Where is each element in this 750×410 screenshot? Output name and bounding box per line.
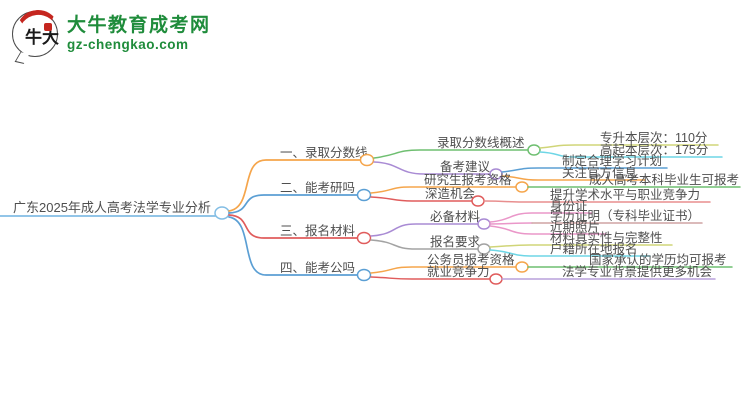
branch3-line <box>228 214 359 239</box>
branch3-sub2-leaf2-label: 户籍所在地报名 <box>550 241 638 256</box>
branch1-sub1-line <box>373 149 529 159</box>
branch1-sub2-circle <box>489 168 503 180</box>
branch3-sub1-circle <box>477 218 491 230</box>
daniu-badge-icon: 大牛 <box>12 7 61 64</box>
branch1-sub1-label: 录取分数线概述 <box>437 135 525 150</box>
branch4-circle <box>356 268 372 282</box>
branch4-sub1-leaf1-label: 国家承认的学历均可报考 <box>589 252 727 267</box>
branch3-sub2-circle <box>477 243 491 255</box>
branch3-sub2-leaf1-label: 材料真实性与完整性 <box>550 230 663 245</box>
branch1-label: 一、录取分数线 <box>280 145 368 160</box>
branch4-sub1-label: 公务员报考资格 <box>427 252 515 267</box>
branch4-line <box>228 216 359 276</box>
branch4-sub2-circle <box>489 273 503 285</box>
root-node-label: 广东2025年成人高考法学专业分析 <box>13 200 211 215</box>
branch1-sub1-leaf2-label: 高起本层次：175分 <box>600 142 708 157</box>
branch1-sub1-leaf1-label: 专升本层次：110分 <box>600 130 707 145</box>
branch4-sub1-circle <box>515 261 529 273</box>
branch2-sub1-leaf1-label: 成人高考本科毕业生可报考 <box>589 172 739 187</box>
branch3-sub2-leaf2-line <box>489 249 651 257</box>
branch2-sub2-leaf1-label: 提升学术水平与职业竞争力 <box>550 187 700 202</box>
badge-text: 大牛 <box>22 28 58 46</box>
branch1-line <box>228 159 361 212</box>
logo-title: 大牛教育成考网 <box>67 15 211 36</box>
branch4-sub1-line <box>370 266 517 274</box>
branch2-sub1-label: 研究生报考资格 <box>424 172 512 187</box>
branch3-circle <box>356 231 372 245</box>
root-node-circle <box>214 206 230 220</box>
branch1-circle <box>359 153 375 167</box>
branch2-label: 二、能考研吗 <box>280 181 355 195</box>
branch3-sub1-line <box>370 223 479 237</box>
branch1-sub2-leaf1-label: 制定合理学习计划 <box>562 153 662 168</box>
branch3-sub1-label: 必备材料 <box>430 210 481 224</box>
branch3-sub1-leaf1-label: 身份证 <box>550 198 588 213</box>
branch1-sub1-circle <box>527 144 541 156</box>
branch2-sub2-label: 深造机会 <box>425 187 476 201</box>
branch3-sub1-leaf2-label: 学历证明（专科毕业证书） <box>550 208 700 223</box>
branch3-sub1-leaf3-label: 近期照片 <box>550 220 600 234</box>
branch3-label: 三、报名材料 <box>280 223 356 238</box>
branch1-sub2-line <box>373 161 491 175</box>
branch2-sub2-leaf1-line <box>483 200 711 203</box>
branch4-label: 四、能考公吗 <box>280 261 355 275</box>
branch1-sub1-leaf1-line <box>539 144 719 149</box>
branch1-sub1-leaf2-line <box>539 151 723 158</box>
branch4-sub2-leaf1-label: 法学专业背景提供更多机会 <box>562 264 713 279</box>
branch1-sub2-leaf2-line <box>501 175 646 181</box>
logo-text: 大牛教育成考网 gz-chengkao.com <box>67 15 211 53</box>
branch2-circle <box>356 188 372 202</box>
badge-seal-icon <box>44 23 52 31</box>
branch2-line <box>228 194 359 214</box>
branch3-sub2-line <box>370 239 479 250</box>
branch4-sub2-line <box>370 276 491 280</box>
branch3-sub1-leaf2-curve <box>489 222 533 225</box>
branch3-sub2-leaf1-line <box>489 244 673 248</box>
branch3-sub1-leaf1-line <box>489 212 593 223</box>
branch2-sub1-line <box>370 186 517 194</box>
branch1-sub2-leaf1-line <box>501 167 668 173</box>
branch2-sub2-line <box>370 196 473 202</box>
branch3-sub1-leaf3-line <box>489 225 607 235</box>
branch2-sub1-circle <box>515 181 529 193</box>
branch1-sub2-leaf2-label: 关注官方信息 <box>562 165 637 180</box>
branch4-sub2-label: 就业竞争力 <box>427 264 490 279</box>
site-logo: 大牛 大牛教育成考网 gz-chengkao.com <box>12 7 211 64</box>
branch2-sub2-circle <box>471 195 485 207</box>
logo-domain: gz-chengkao.com <box>67 37 189 52</box>
branch3-sub2-label: 报名要求 <box>430 234 481 249</box>
branch1-sub2-label: 备考建议 <box>440 160 491 174</box>
